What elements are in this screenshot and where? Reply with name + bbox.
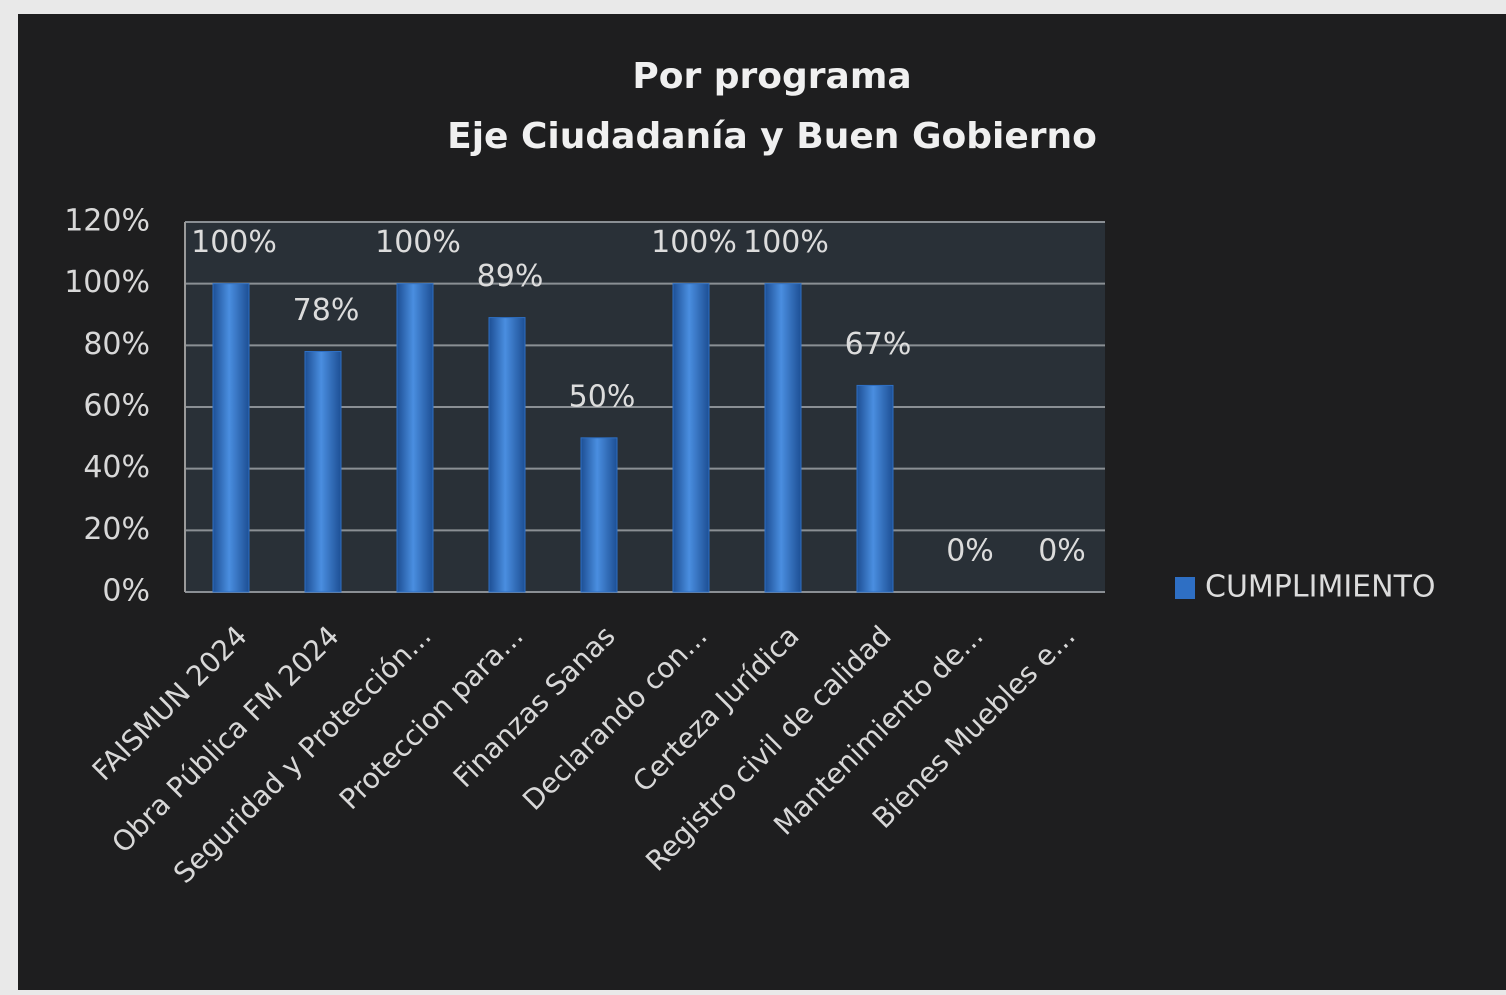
value-label: 100% [743, 225, 829, 260]
value-label: 100% [375, 225, 461, 260]
value-label: 0% [1038, 534, 1086, 569]
value-label: 100% [651, 225, 737, 260]
bar [580, 437, 618, 593]
value-label: 100% [191, 225, 277, 260]
value-label: 67% [845, 327, 912, 362]
chart-title: Por programa [632, 56, 911, 97]
bar [212, 283, 250, 593]
legend-swatch [1175, 577, 1195, 599]
value-label: 89% [477, 259, 544, 294]
y-tick-label: 0% [102, 574, 150, 609]
bar [764, 283, 802, 593]
bar [672, 283, 710, 593]
bar [488, 317, 526, 593]
bar [304, 351, 342, 593]
y-tick-label: 60% [83, 389, 150, 424]
bar [396, 283, 434, 593]
chart-subtitle: Eje Ciudadanía y Buen Gobierno [447, 116, 1097, 157]
y-tick-label: 40% [83, 450, 150, 485]
value-label: 50% [569, 379, 636, 414]
y-tick-label: 100% [64, 265, 150, 300]
value-label: 0% [946, 534, 994, 569]
value-label: 78% [293, 293, 360, 328]
y-tick-label: 120% [64, 204, 150, 239]
bar [856, 384, 894, 593]
y-tick-label: 80% [83, 327, 150, 362]
legend-label: CUMPLIMIENTO [1205, 570, 1436, 605]
y-tick-label: 20% [83, 512, 150, 547]
